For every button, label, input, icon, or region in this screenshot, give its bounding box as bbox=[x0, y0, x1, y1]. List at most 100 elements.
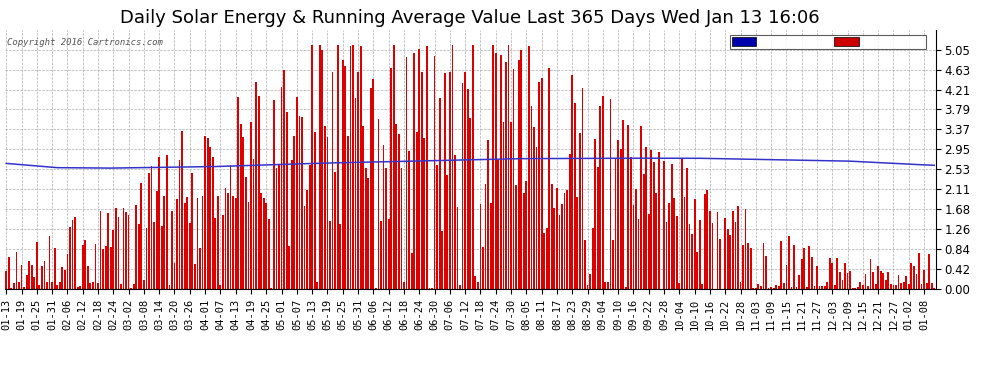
Bar bbox=[913, 267, 915, 289]
Bar bbox=[469, 118, 471, 289]
Bar bbox=[222, 214, 224, 289]
Bar bbox=[362, 126, 364, 289]
Bar bbox=[270, 288, 272, 289]
Bar bbox=[485, 184, 486, 289]
Bar bbox=[553, 209, 555, 289]
Bar bbox=[120, 284, 122, 289]
Bar bbox=[605, 282, 606, 289]
Bar bbox=[788, 237, 790, 289]
Bar bbox=[92, 282, 94, 289]
Bar bbox=[278, 165, 280, 289]
Bar bbox=[862, 285, 864, 289]
Bar bbox=[233, 196, 234, 289]
Bar bbox=[309, 165, 311, 289]
Bar bbox=[903, 282, 905, 289]
Bar bbox=[102, 249, 104, 289]
Bar bbox=[179, 160, 180, 289]
Bar bbox=[778, 286, 780, 289]
Bar bbox=[589, 274, 591, 289]
Bar bbox=[314, 132, 316, 289]
Bar bbox=[194, 264, 196, 289]
Bar bbox=[76, 287, 78, 289]
Bar bbox=[150, 166, 152, 289]
Bar bbox=[456, 207, 458, 289]
Bar bbox=[712, 223, 714, 289]
Bar bbox=[650, 150, 652, 289]
Bar bbox=[128, 215, 130, 289]
Bar bbox=[681, 159, 683, 289]
Bar bbox=[401, 168, 402, 289]
Bar bbox=[916, 274, 918, 289]
Bar bbox=[819, 286, 821, 289]
Bar bbox=[273, 100, 275, 289]
Bar bbox=[442, 231, 444, 289]
Bar bbox=[793, 244, 795, 289]
Bar bbox=[354, 98, 356, 289]
Bar bbox=[849, 271, 851, 289]
Bar bbox=[696, 252, 698, 289]
Bar bbox=[921, 284, 923, 289]
Bar bbox=[775, 285, 777, 289]
Bar bbox=[230, 165, 232, 289]
Bar bbox=[29, 261, 30, 289]
Bar bbox=[513, 69, 515, 289]
Bar bbox=[342, 60, 344, 289]
Bar bbox=[569, 154, 570, 289]
Bar bbox=[398, 134, 400, 289]
Bar bbox=[448, 72, 450, 289]
Bar bbox=[444, 73, 446, 289]
Bar bbox=[829, 258, 831, 289]
Bar bbox=[464, 72, 466, 289]
Bar bbox=[752, 288, 754, 289]
Bar bbox=[281, 87, 282, 289]
Bar bbox=[477, 282, 479, 289]
Bar bbox=[643, 174, 644, 289]
Bar bbox=[250, 122, 251, 289]
Bar bbox=[607, 282, 609, 289]
Bar bbox=[243, 136, 245, 289]
Bar bbox=[327, 137, 329, 289]
Bar bbox=[882, 273, 884, 289]
Bar bbox=[725, 218, 726, 289]
Bar bbox=[482, 247, 484, 289]
Bar bbox=[615, 158, 617, 289]
Bar bbox=[875, 284, 876, 289]
Bar bbox=[694, 199, 696, 289]
Bar bbox=[377, 119, 379, 289]
Bar bbox=[744, 209, 746, 289]
Bar bbox=[732, 211, 734, 289]
Bar bbox=[630, 157, 632, 289]
Bar bbox=[762, 243, 764, 289]
Bar bbox=[867, 286, 869, 289]
Bar bbox=[541, 78, 543, 289]
Bar bbox=[544, 233, 545, 289]
Bar bbox=[824, 286, 826, 289]
Bar bbox=[293, 136, 295, 289]
Bar bbox=[495, 54, 497, 289]
Bar bbox=[671, 164, 672, 289]
Bar bbox=[181, 131, 183, 289]
Bar bbox=[851, 288, 853, 289]
Bar bbox=[158, 158, 160, 289]
Bar bbox=[587, 285, 588, 289]
Bar bbox=[780, 241, 782, 289]
Bar bbox=[148, 173, 149, 289]
Bar bbox=[686, 168, 688, 289]
Bar bbox=[345, 66, 346, 289]
Bar bbox=[592, 228, 594, 289]
Bar bbox=[340, 224, 342, 289]
Bar bbox=[885, 280, 887, 289]
Bar bbox=[89, 283, 91, 289]
Bar bbox=[908, 284, 910, 289]
Bar bbox=[508, 45, 510, 289]
Bar bbox=[56, 285, 58, 289]
Bar bbox=[184, 203, 185, 289]
Bar bbox=[262, 198, 264, 289]
Bar bbox=[740, 282, 742, 289]
Bar bbox=[18, 282, 20, 289]
Bar bbox=[526, 181, 528, 289]
Bar bbox=[563, 193, 565, 289]
Bar bbox=[738, 206, 739, 289]
Bar bbox=[191, 172, 193, 289]
Bar bbox=[890, 284, 892, 289]
